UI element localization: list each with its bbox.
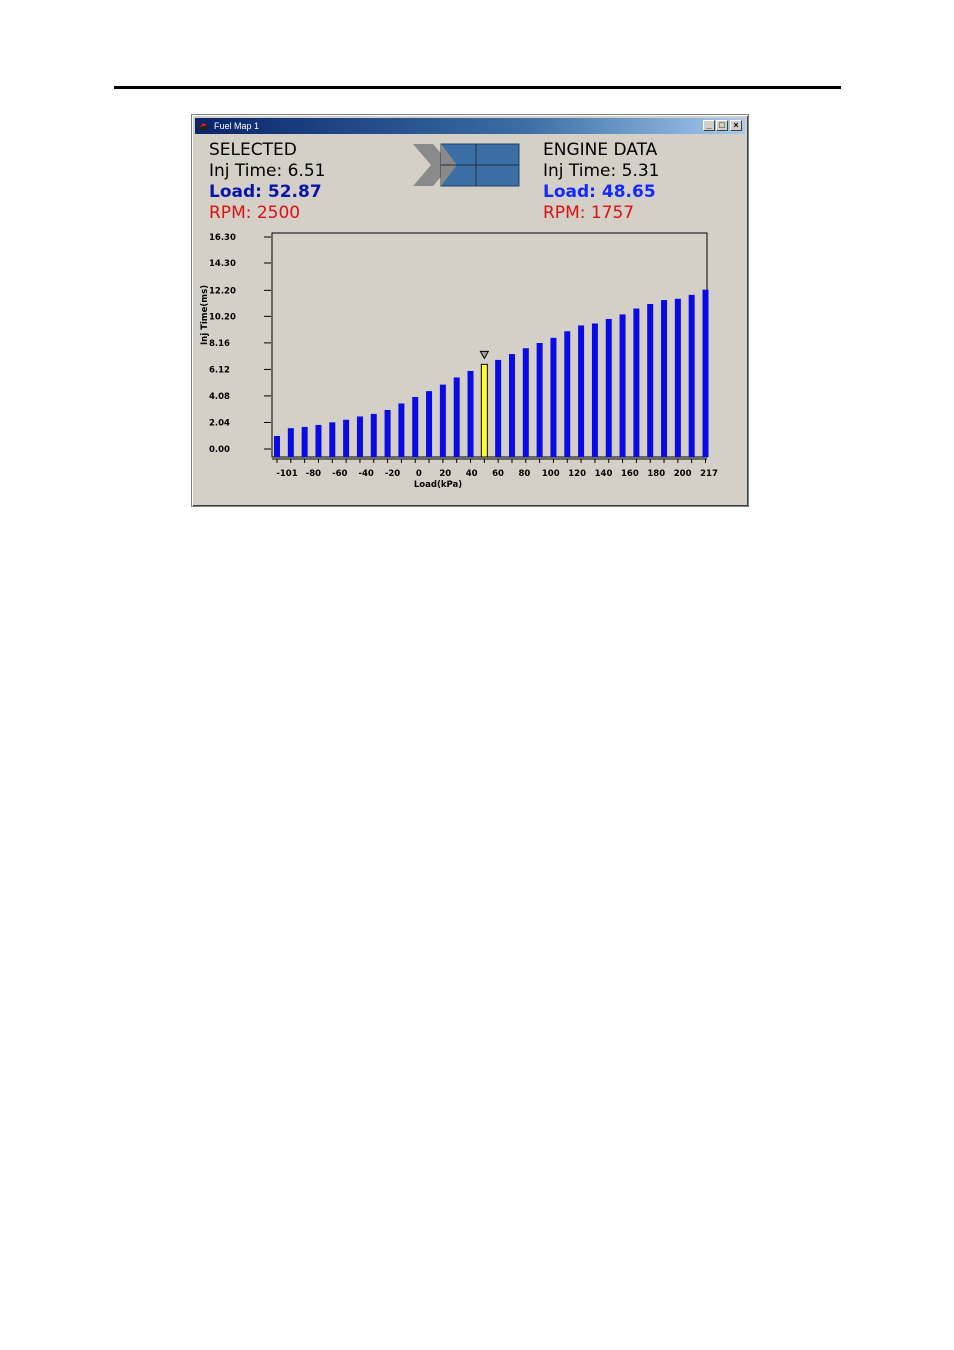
y-tick-label: 8.16 — [209, 339, 230, 349]
fuel-bar — [578, 325, 585, 457]
fuel-bar — [315, 424, 322, 457]
fuel-bar — [674, 298, 681, 457]
fuel-bar — [343, 419, 350, 457]
engine-inj-time: Inj Time: 5.31 — [543, 161, 660, 181]
x-tick-label: 120 — [568, 469, 586, 479]
y-tick-label: 10.20 — [209, 312, 236, 322]
selected-load: Load: 52.87 — [209, 182, 322, 202]
y-tick-label: 2.04 — [209, 418, 230, 428]
fuel-bar — [412, 396, 419, 457]
fuel-bar — [287, 428, 294, 457]
fuel-bar — [591, 323, 598, 457]
fuel-bar — [508, 354, 515, 457]
engine-rpm: RPM: 1757 — [543, 203, 635, 223]
x-tick-label: 160 — [621, 469, 639, 479]
x-tick-label: 180 — [647, 469, 665, 479]
fuel-bar — [536, 343, 543, 457]
maximize-button[interactable]: □ — [716, 120, 728, 131]
fuel-bar — [301, 426, 308, 457]
close-button[interactable]: × — [730, 120, 742, 131]
x-tick-label: -101 — [276, 469, 297, 479]
title-bar[interactable]: Fuel Map 1 _ □ × — [195, 118, 745, 134]
x-tick-label: 100 — [542, 469, 560, 479]
fuel-bar — [688, 294, 695, 457]
selected-heading: SELECTED — [209, 140, 297, 160]
fuel-bar — [647, 303, 654, 457]
y-axis-title: Inj Time(ms) — [200, 285, 210, 345]
x-tick-label: 60 — [492, 469, 504, 479]
plot-area — [271, 232, 708, 458]
x-axis-title: Load(kPa) — [414, 480, 462, 490]
fuel-bar — [467, 370, 474, 457]
x-tick-label: 200 — [674, 469, 692, 479]
x-tick-label: -60 — [332, 469, 347, 479]
engine-data-heading: ENGINE DATA — [543, 140, 658, 160]
fuel-bar — [550, 337, 557, 457]
x-tick-label: -20 — [385, 469, 400, 479]
x-tick-label: 140 — [595, 469, 613, 479]
fuel-bar — [633, 308, 640, 457]
y-tick-label: 12.20 — [209, 286, 236, 296]
y-tick-label: 6.12 — [209, 365, 230, 375]
engine-load: Load: 48.65 — [543, 182, 656, 202]
y-tick-label: 0.00 — [209, 445, 230, 455]
selected-rpm: RPM: 2500 — [209, 203, 301, 223]
y-tick-label: 16.30 — [209, 233, 236, 243]
selected-inj-time: Inj Time: 6.51 — [209, 161, 326, 181]
fuel-map-window: Fuel Map 1 _ □ × SELECTED Inj Time: 6.51… — [191, 114, 749, 507]
minimize-button[interactable]: _ — [703, 120, 715, 131]
fuel-bar — [384, 409, 391, 457]
y-tick-label: 4.08 — [209, 392, 230, 402]
arrow-grid-logo-icon — [413, 143, 520, 187]
fuel-bar — [398, 403, 405, 457]
selected-bar — [480, 363, 488, 458]
fuel-bar — [605, 318, 612, 457]
fuel-bar — [453, 377, 460, 457]
x-tick-label: 0 — [416, 469, 422, 479]
x-tick-label: 80 — [518, 469, 530, 479]
page-top-rule — [114, 86, 841, 89]
x-tick-label: -40 — [358, 469, 373, 479]
selected-panel: SELECTED Inj Time: 6.51 Load: 52.87 RPM:… — [209, 140, 326, 224]
fuel-bar — [370, 413, 377, 457]
fuel-bar — [522, 348, 529, 457]
selected-marker-icon — [479, 350, 490, 360]
engine-data-panel: ENGINE DATA Inj Time: 5.31 Load: 48.65 R… — [543, 140, 660, 224]
fuel-map-chart: 16.30 14.30 12.20 10.20 8.16 6.12 4.08 2.04 0.00… — [200, 232, 718, 490]
window-title: Fuel Map 1 — [214, 121, 260, 131]
y-tick-label: 14.30 — [209, 259, 236, 269]
fuel-bar — [329, 422, 336, 457]
fuel-bar — [439, 384, 446, 457]
fuel-bar — [619, 314, 626, 457]
x-tick-label: 20 — [439, 469, 451, 479]
fuel-bar — [274, 435, 280, 457]
fuel-bar — [356, 416, 363, 457]
fuel-map-app-icon — [198, 123, 209, 131]
fuel-bar — [661, 300, 668, 457]
x-tick-label: 40 — [466, 469, 478, 479]
fuel-bar — [702, 289, 709, 457]
fuel-bar — [426, 391, 433, 457]
fuel-bar — [495, 359, 502, 457]
x-tick-label: 217 — [700, 469, 718, 479]
x-tick-label: -80 — [306, 469, 321, 479]
fuel-bar — [564, 331, 571, 457]
